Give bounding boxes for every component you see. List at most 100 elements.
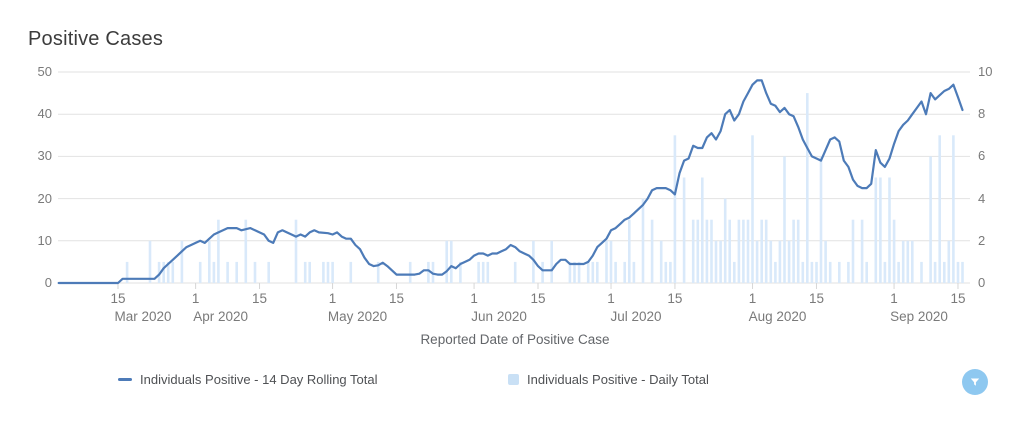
- daily-total-bar: [865, 261, 868, 283]
- daily-total-bar: [815, 261, 818, 283]
- daily-total-bar: [943, 261, 946, 283]
- x-axis-day-label: 15: [808, 291, 824, 306]
- daily-total-bar: [586, 261, 590, 283]
- daily-total-bar: [874, 177, 878, 283]
- x-axis-month-label: Aug 2020: [748, 309, 807, 324]
- daily-total-bar: [226, 261, 229, 283]
- y-axis-label-left: 10: [37, 232, 52, 248]
- daily-total-bar: [778, 240, 782, 283]
- y-axis-label-left: 30: [37, 148, 52, 164]
- legend-label-daily-total: Individuals Positive - Daily Total: [527, 371, 709, 387]
- daily-total-bar: [710, 219, 713, 283]
- daily-total-bar: [481, 261, 485, 283]
- legend-item-rolling-total[interactable]: Individuals Positive - 14 Day Rolling To…: [118, 370, 378, 388]
- x-axis-month-label: Jun 2020: [471, 309, 527, 324]
- daily-total-bar: [532, 240, 535, 283]
- daily-total-bar: [125, 261, 129, 283]
- daily-total-bar: [733, 261, 736, 283]
- daily-total-bar: [659, 240, 663, 283]
- daily-total-bar: [847, 261, 850, 283]
- daily-total-bar: [860, 219, 864, 283]
- daily-total-bar: [961, 261, 964, 283]
- daily-total-bar: [879, 177, 882, 283]
- y-axis-label-left: 0: [44, 275, 52, 290]
- chart-title: Positive Cases: [28, 28, 164, 50]
- x-axis-day-label: 1: [470, 291, 478, 306]
- daily-total-bar: [208, 240, 211, 283]
- y-axis-label-right: 2: [978, 232, 986, 248]
- y-axis-label-right: 6: [978, 148, 986, 164]
- daily-total-bar: [605, 240, 608, 283]
- x-axis-month-label: Apr 2020: [193, 309, 248, 324]
- daily-total-bar: [450, 240, 453, 283]
- y-axis-label-left: 20: [37, 190, 52, 206]
- daily-total-bar: [550, 240, 553, 283]
- daily-total-bar: [769, 240, 773, 283]
- daily-total-bar: [244, 219, 248, 283]
- x-axis-day-label: 15: [110, 291, 126, 306]
- daily-total-bar: [568, 261, 572, 283]
- daily-total-bars: [125, 93, 964, 283]
- rolling-total-line-path: [57, 79, 964, 285]
- daily-total-bar: [810, 261, 814, 283]
- daily-total-bar: [801, 261, 805, 283]
- daily-total-bar: [760, 219, 763, 283]
- daily-total-bar: [819, 156, 823, 283]
- daily-total-bar: [614, 261, 617, 283]
- x-axis-day-label: 1: [890, 291, 898, 306]
- daily-total-bar: [883, 261, 887, 283]
- daily-total-bar: [408, 261, 412, 283]
- daily-total-bar: [673, 135, 677, 283]
- daily-total-bar: [669, 261, 672, 283]
- daily-total-bar: [477, 261, 480, 283]
- daily-total-bar: [737, 219, 741, 283]
- daily-total-bar: [596, 261, 599, 283]
- daily-total-bar: [349, 261, 353, 283]
- daily-total-bar: [851, 219, 855, 283]
- daily-total-bar: [628, 219, 631, 283]
- daily-total-bar: [577, 261, 581, 283]
- daily-total-bar: [714, 240, 718, 283]
- daily-total-bar: [824, 240, 827, 283]
- daily-total-bar: [171, 261, 175, 283]
- x-axis-day-label: 15: [252, 291, 268, 306]
- y-axis-label-left: 50: [37, 64, 52, 79]
- x-axis-month-label: Mar 2020: [114, 309, 172, 324]
- x-axis-day-label: 15: [388, 291, 404, 306]
- x-axis-month-label: Sep 2020: [890, 309, 948, 324]
- daily-total-bar: [326, 261, 330, 283]
- daily-total-bar: [774, 261, 777, 283]
- daily-total-bar: [632, 261, 636, 283]
- daily-total-bar: [445, 240, 448, 283]
- rolling-total-line: [57, 79, 964, 285]
- daily-total-bar: [952, 135, 955, 283]
- y-axis-label-right: 0: [978, 275, 986, 290]
- daily-total-bar: [933, 261, 937, 283]
- daily-total-bar: [746, 219, 750, 283]
- x-axis-day-label: 1: [748, 291, 757, 306]
- daily-total-bar: [162, 261, 165, 283]
- daily-total-bar: [427, 261, 430, 283]
- y-axis-label-right: 8: [978, 106, 986, 122]
- daily-total-bar: [682, 177, 686, 283]
- x-axis-month-label: May 2020: [327, 309, 388, 324]
- filter-button[interactable]: [962, 369, 988, 395]
- daily-total-bar: [322, 261, 325, 283]
- daily-total-bar: [719, 240, 722, 283]
- daily-total-bar: [253, 261, 257, 283]
- daily-total-bar: [838, 261, 841, 283]
- daily-total-bar: [929, 156, 932, 283]
- x-axis-day-label: 15: [667, 291, 683, 306]
- daily-total-bar: [947, 240, 951, 283]
- bar-series-marker: [508, 373, 519, 385]
- daily-total-bar: [901, 240, 905, 283]
- filter-funnel-icon: [970, 378, 980, 386]
- daily-total-bar: [267, 261, 270, 283]
- daily-total-bar: [696, 219, 700, 283]
- daily-total-bar: [751, 135, 754, 283]
- x-axis-tick-marks: [117, 283, 959, 289]
- daily-total-bar: [705, 219, 709, 283]
- legend-item-daily-total[interactable]: Individuals Positive - Daily Total: [508, 370, 709, 388]
- daily-total-bar: [828, 261, 832, 283]
